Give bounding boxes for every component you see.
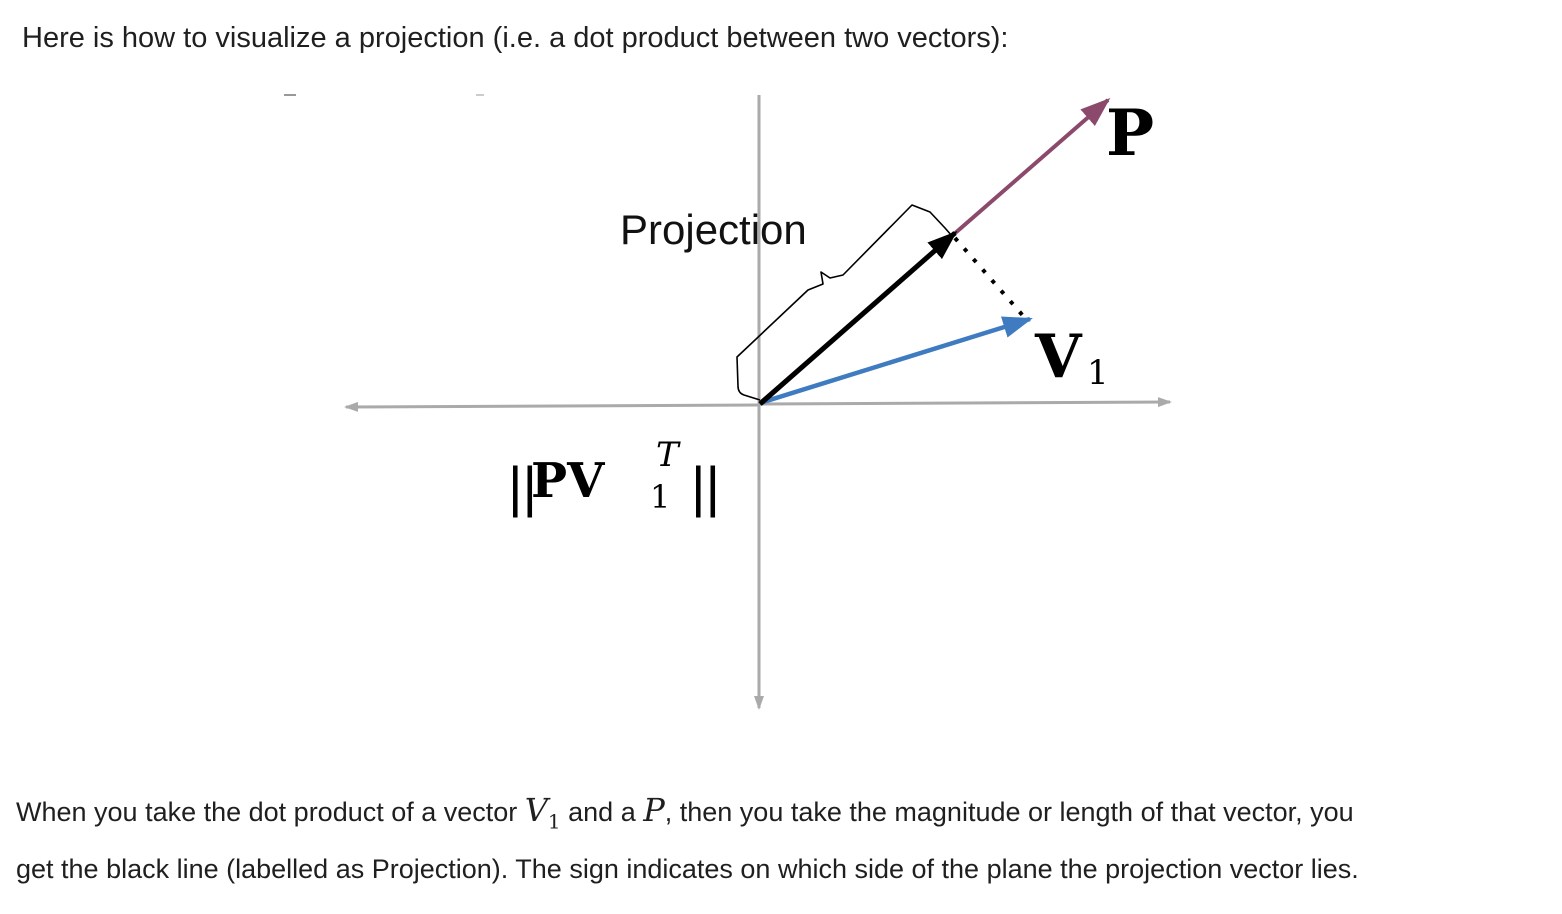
caption-text-2: and a — [560, 797, 644, 827]
intro-paragraph: Here is how to visualize a projection (i… — [22, 22, 1009, 54]
v-label-subscript: 1 — [1087, 353, 1109, 393]
formula-left-bars: || — [508, 455, 537, 518]
caption-line-2: get the black line (labelled as Projecti… — [16, 854, 1359, 885]
formula-right-bars: || — [691, 455, 720, 518]
vector-v1-arrow — [759, 316, 1033, 406]
p-vector-label: P — [1106, 96, 1154, 171]
horizontal-axis-right — [758, 397, 1172, 408]
v-symbol: V — [524, 791, 548, 829]
v1-math-symbol: V1 — [524, 791, 561, 833]
formula-subscript: 1 — [650, 478, 670, 516]
formula-pv: PV — [531, 453, 605, 509]
projection-bracket — [736, 204, 953, 401]
p-math-symbol: P — [643, 791, 665, 829]
caption-paragraph: When you take the dot product of a vecto… — [16, 786, 1546, 893]
dotted-perpendicular-line — [953, 236, 1027, 320]
horizontal-axis-left — [344, 401, 760, 412]
caption-text-3: , then you take the magnitude or length … — [664, 797, 1354, 827]
caption-line-1: When you take the dot product of a vecto… — [16, 786, 1546, 845]
v-symbol-subscript: 1 — [547, 809, 561, 834]
formula-superscript: T — [656, 435, 681, 475]
projection-norm-formula: || PV T 1 || — [508, 435, 720, 518]
projection-label: Projection — [620, 206, 807, 253]
projection-vector-arrow — [758, 231, 958, 406]
caption-text-1: When you take the dot product of a vecto… — [16, 797, 525, 827]
v1-vector-label: V 1 — [1034, 322, 1109, 393]
v-label-letter: V — [1034, 322, 1083, 392]
